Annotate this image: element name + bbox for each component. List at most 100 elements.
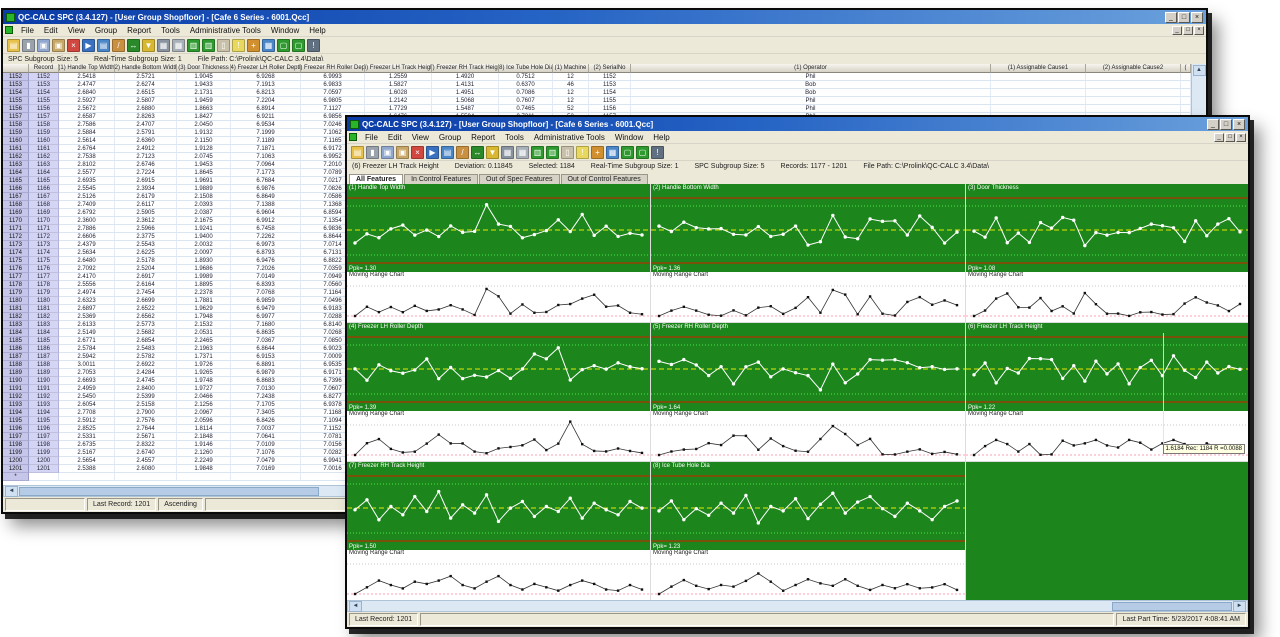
- cell[interactable]: 1196: [29, 425, 59, 433]
- tab-out-of-spec-features[interactable]: Out of Spec Features: [479, 174, 560, 184]
- column-header[interactable]: (1) Machine: [553, 64, 589, 73]
- cell[interactable]: 6.9211: [231, 113, 301, 121]
- cell[interactable]: 1197: [29, 433, 59, 441]
- cell[interactable]: 1184: [3, 329, 29, 337]
- cell[interactable]: 6.9476: [231, 257, 301, 265]
- cell[interactable]: 1167: [29, 193, 59, 201]
- cell[interactable]: 2.0450: [177, 121, 231, 129]
- cell[interactable]: 2.1508: [177, 193, 231, 201]
- moving-range-chart[interactable]: Moving Range Chart: [347, 272, 650, 322]
- cell[interactable]: Phil: [631, 105, 991, 113]
- pin-icon[interactable]: !: [307, 38, 320, 52]
- cell[interactable]: [991, 81, 1086, 89]
- chart-view-icon[interactable]: ▥: [531, 145, 544, 159]
- cell[interactable]: 6.9604: [231, 209, 301, 217]
- cell[interactable]: 1196: [3, 425, 29, 433]
- cell[interactable]: 1165: [29, 177, 59, 185]
- cell[interactable]: 2.4974: [59, 289, 115, 297]
- column-header[interactable]: (2) Handle Bottom Width: [115, 64, 177, 73]
- cell[interactable]: 2.6699: [115, 297, 177, 305]
- cell[interactable]: 1159: [3, 129, 29, 137]
- cell[interactable]: 2.4557: [115, 457, 177, 465]
- cell[interactable]: Phil: [631, 73, 991, 81]
- cell[interactable]: 2.1150: [177, 137, 231, 145]
- cell[interactable]: 6.9993: [301, 73, 365, 81]
- cell[interactable]: 1156: [29, 105, 59, 113]
- menu-view[interactable]: View: [67, 25, 85, 35]
- cell[interactable]: 2.5942: [59, 353, 115, 361]
- mdi-close-button[interactable]: ×: [1236, 132, 1246, 142]
- menu-window[interactable]: Window: [614, 132, 644, 142]
- cell[interactable]: 7.0169: [231, 465, 301, 473]
- menu-help[interactable]: Help: [309, 25, 326, 35]
- cell[interactable]: 6.8914: [231, 105, 301, 113]
- cell[interactable]: 2.7053: [59, 369, 115, 377]
- cell[interactable]: 2.6606: [59, 233, 115, 241]
- cell[interactable]: 2.5654: [59, 457, 115, 465]
- cell[interactable]: 1.4951: [432, 89, 499, 97]
- menu-file[interactable]: File: [365, 132, 378, 142]
- mdi-restore-button[interactable]: □: [1225, 132, 1235, 142]
- cell[interactable]: 1190: [29, 377, 59, 385]
- grid-view-icon[interactable]: ▦: [157, 38, 170, 52]
- cell[interactable]: 1167: [3, 193, 29, 201]
- filter-icon[interactable]: ▼: [486, 145, 499, 159]
- close-button[interactable]: ×: [1191, 11, 1203, 23]
- cell[interactable]: 12: [553, 97, 589, 105]
- compare-arrows-icon[interactable]: ↔: [127, 38, 140, 52]
- cell[interactable]: 6.9912: [231, 217, 301, 225]
- cell[interactable]: 1198: [29, 441, 59, 449]
- cell[interactable]: 1180: [3, 297, 29, 305]
- cell[interactable]: 1174: [29, 249, 59, 257]
- cell[interactable]: 2.0745: [177, 153, 231, 161]
- cell[interactable]: 46: [553, 81, 589, 89]
- cell[interactable]: 2.4745: [115, 377, 177, 385]
- cell[interactable]: 2.7586: [59, 121, 115, 129]
- chart-view2-icon[interactable]: ▥: [546, 145, 559, 159]
- cell[interactable]: 2.6225: [115, 249, 177, 257]
- cell[interactable]: 1191: [29, 385, 59, 393]
- cell[interactable]: 2.5927: [59, 97, 115, 105]
- cell[interactable]: 1154: [29, 89, 59, 97]
- column-header[interactable]: (2) Assignable Cause2: [1086, 64, 1181, 73]
- cell[interactable]: 2.6360: [115, 137, 177, 145]
- menu-report[interactable]: Report: [127, 25, 152, 35]
- moving-range-chart[interactable]: Moving Range Chart: [651, 272, 965, 322]
- cell[interactable]: 1166: [3, 185, 29, 193]
- control-chart[interactable]: (8) Ice Tube Hole Dia Ppk= 1.23: [651, 462, 965, 550]
- cell[interactable]: 2.4379: [59, 241, 115, 249]
- cell[interactable]: 1187: [3, 353, 29, 361]
- cell[interactable]: 1171: [29, 225, 59, 233]
- monitor-green2-icon[interactable]: ▢: [292, 38, 305, 52]
- cell[interactable]: 1179: [3, 289, 29, 297]
- cell[interactable]: 2.8263: [115, 113, 177, 121]
- cell[interactable]: 1189: [29, 369, 59, 377]
- cell[interactable]: 1161: [3, 145, 29, 153]
- delete-x-icon[interactable]: ×: [67, 38, 80, 52]
- cell[interactable]: 2.5791: [115, 129, 177, 137]
- cell[interactable]: 1.8645: [177, 169, 231, 177]
- cell[interactable]: 2.7886: [59, 225, 115, 233]
- cell[interactable]: 1160: [29, 137, 59, 145]
- cell[interactable]: 1176: [3, 265, 29, 273]
- cell[interactable]: 1188: [3, 361, 29, 369]
- cell[interactable]: [1181, 81, 1191, 89]
- cell[interactable]: 2.5543: [115, 241, 177, 249]
- copy-icon[interactable]: ▣: [381, 145, 394, 159]
- cell[interactable]: 1194: [29, 409, 59, 417]
- column-header[interactable]: Record: [29, 64, 59, 73]
- cell[interactable]: 2.5671: [115, 433, 177, 441]
- cell[interactable]: 2.6922: [115, 361, 177, 369]
- cell[interactable]: 7.0109: [231, 441, 301, 449]
- cell[interactable]: 1.8930: [177, 257, 231, 265]
- cell[interactable]: 2.7576: [115, 417, 177, 425]
- cell[interactable]: 2.6854: [115, 337, 177, 345]
- cell[interactable]: 2.6917: [115, 273, 177, 281]
- restore-button[interactable]: □: [1220, 118, 1232, 130]
- menu-edit[interactable]: Edit: [387, 132, 402, 142]
- cell[interactable]: 1157: [3, 113, 29, 121]
- cell[interactable]: Bob: [631, 81, 991, 89]
- cell[interactable]: 2.5545: [59, 185, 115, 193]
- cell[interactable]: 1.9889: [177, 185, 231, 193]
- cell[interactable]: 2.3934: [115, 185, 177, 193]
